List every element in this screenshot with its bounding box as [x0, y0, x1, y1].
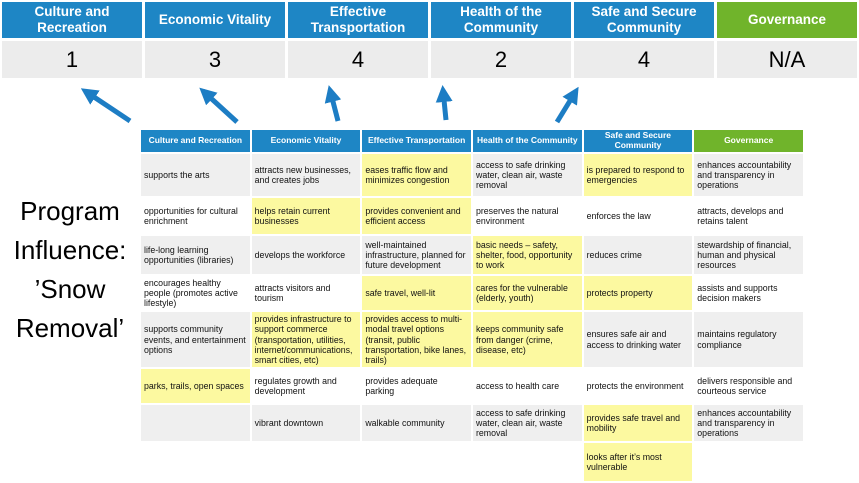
- matrix-cell: keeps community safe from danger (crime,…: [472, 312, 582, 367]
- matrix-cell: [472, 442, 582, 481]
- summary-score: 4: [574, 41, 714, 78]
- matrix-cell: provides adequate parking: [362, 368, 471, 403]
- matrix-cell: [251, 442, 361, 481]
- matrix-header: Economic Vitality: [251, 130, 361, 152]
- summary-score: 1: [2, 41, 142, 78]
- matrix-cell: enforces the law: [583, 198, 693, 234]
- matrix-cell: [141, 404, 250, 441]
- matrix-row: supports community events, and entertain…: [141, 312, 803, 367]
- matrix-cell: parks, trails, open spaces: [141, 368, 250, 403]
- matrix-cell: supports the arts: [141, 154, 250, 196]
- summary-category-header: Economic Vitality: [145, 2, 285, 38]
- matrix-cell: life-long learning opportunities (librar…: [141, 236, 250, 274]
- matrix-cell: preserves the natural environment: [472, 198, 582, 234]
- summary-score: 4: [288, 41, 428, 78]
- matrix-cell: stewardship of financial, human and phys…: [694, 236, 803, 274]
- matrix-cell: develops the workforce: [251, 236, 361, 274]
- matrix-cell: provides infrastructure to support comme…: [251, 312, 361, 367]
- summary-category-header: Culture and Recreation: [2, 2, 142, 38]
- summary-category-header: Safe and Secure Community: [574, 2, 714, 38]
- matrix-header-row: Culture and Recreation Economic Vitality E…: [141, 130, 803, 152]
- matrix-cell: provides access to multi-modal travel op…: [362, 312, 471, 367]
- summary-category-header: Health of the Community: [431, 2, 571, 38]
- matrix-cell: enhances accountability and transparency…: [694, 154, 803, 196]
- matrix-row: looks after it’s most vulnerable: [141, 442, 803, 481]
- summary-score: 3: [145, 41, 285, 78]
- matrix-cell: attracts new businesses, and creates job…: [251, 154, 361, 196]
- up-arrow-icon: [435, 85, 453, 121]
- matrix-cell: assists and supports decision makers: [694, 276, 803, 311]
- matrix-cell: [141, 442, 250, 481]
- matrix-header: Effective Transportation: [362, 130, 471, 152]
- matrix-cell: walkable community: [362, 404, 471, 441]
- matrix-header: Governance: [694, 130, 803, 152]
- matrix-head: Culture and Recreation Economic Vitality E…: [141, 130, 803, 152]
- matrix-cell: enhances accountability and transparency…: [694, 404, 803, 441]
- up-arrow-icon: [324, 85, 342, 122]
- matrix-cell: [694, 442, 803, 481]
- matrix-cell: basic needs – safety, shelter, food, opp…: [472, 236, 582, 274]
- program-title: Program Influence: ’Snow Removal’: [13, 196, 127, 343]
- matrix-cell: attracts visitors and tourism: [251, 276, 361, 311]
- matrix-cell: well-maintained infrastructure, planned …: [362, 236, 471, 274]
- summary-category-header: Effective Transportation: [288, 2, 428, 38]
- matrix-cell: is prepared to respond to emergencies: [583, 154, 693, 196]
- summary-banner: Culture and Recreation Economic Vitality E…: [2, 2, 857, 78]
- matrix-row: parks, trails, open spaces regulates grow…: [141, 368, 803, 403]
- matrix-cell: delivers responsible and courteous servi…: [694, 368, 803, 403]
- matrix-cell: provides convenient and efficient access: [362, 198, 471, 234]
- up-arrow-icon: [199, 87, 239, 124]
- matrix-cell: cares for the vulnerable (elderly, youth…: [472, 276, 582, 311]
- matrix-cell: supports community events, and entertain…: [141, 312, 250, 367]
- matrix-cell: protects property: [583, 276, 693, 311]
- matrix-row: life-long learning opportunities (librar…: [141, 236, 803, 274]
- matrix-cell: looks after it’s most vulnerable: [583, 442, 693, 481]
- matrix-cell: protects the environment: [583, 368, 693, 403]
- up-arrow-icon: [80, 88, 132, 124]
- matrix-cell: attracts, develops and retains talent: [694, 198, 803, 234]
- matrix-row: vibrant downtown walkable community access…: [141, 404, 803, 441]
- summary-category-header: Governance: [717, 2, 857, 38]
- matrix-cell: safe travel, well-lit: [362, 276, 471, 311]
- matrix-cell: encourages healthy people (promotes acti…: [141, 276, 250, 311]
- matrix-cell: ensures safe air and access to drinking …: [583, 312, 693, 367]
- matrix-body: supports the arts attracts new businesses…: [141, 154, 803, 481]
- matrix-cell: vibrant downtown: [251, 404, 361, 441]
- matrix-row: supports the arts attracts new businesses…: [141, 154, 803, 196]
- matrix-cell: access to safe drinking water, clean air…: [472, 154, 582, 196]
- matrix-row: encourages healthy people (promotes acti…: [141, 276, 803, 311]
- summary-score: N/A: [717, 41, 857, 78]
- up-arrow-icon: [554, 86, 579, 124]
- matrix-cell: access to safe drinking water, clean air…: [472, 404, 582, 441]
- matrix-row: opportunities for cultural enrichment hel…: [141, 198, 803, 234]
- matrix-cell: opportunities for cultural enrichment: [141, 198, 250, 234]
- matrix-header: Safe and Secure Community: [583, 130, 693, 152]
- matrix-cell: [362, 442, 471, 481]
- matrix-cell: access to health care: [472, 368, 582, 403]
- matrix-header: Culture and Recreation: [141, 130, 250, 152]
- matrix-cell: eases traffic flow and minimizes congest…: [362, 154, 471, 196]
- influence-matrix: Culture and Recreation Economic Vitality E…: [139, 128, 805, 483]
- matrix-cell: provides safe travel and mobility: [583, 404, 693, 441]
- summary-score: 2: [431, 41, 571, 78]
- matrix-header: Health of the Community: [472, 130, 582, 152]
- matrix-cell: helps retain current businesses: [251, 198, 361, 234]
- matrix-cell: reduces crime: [583, 236, 693, 274]
- matrix-cell: maintains regulatory compliance: [694, 312, 803, 367]
- matrix-cell: regulates growth and development: [251, 368, 361, 403]
